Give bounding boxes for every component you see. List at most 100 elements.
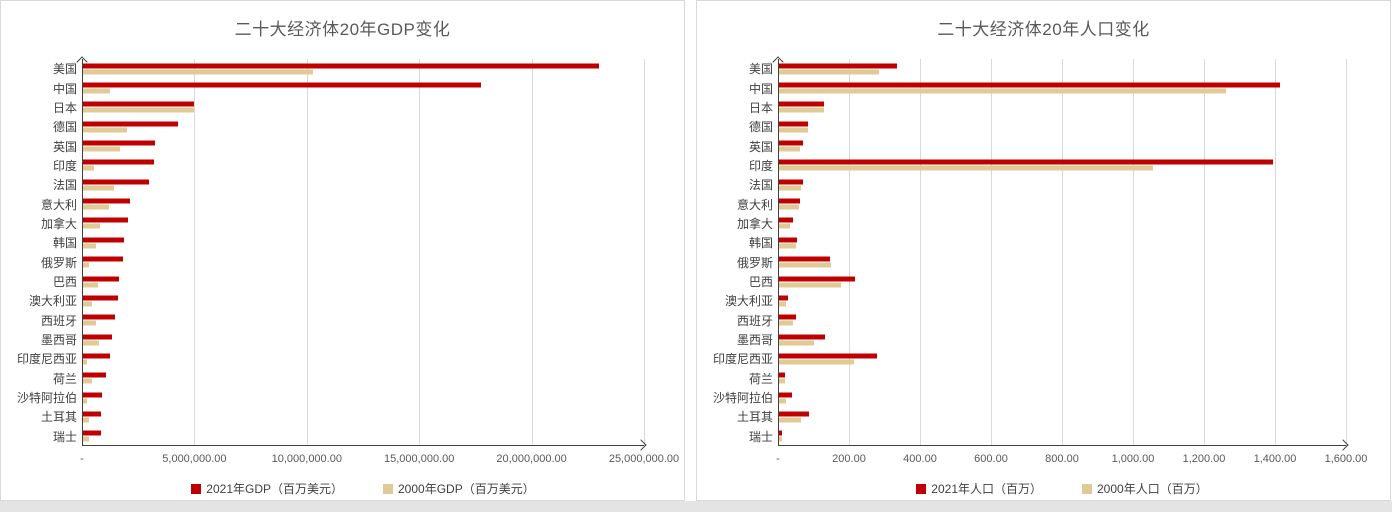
bar-2000 [779,398,787,404]
category-label: 澳大利亚 [724,294,773,309]
bar-row: 加拿大 [41,214,644,233]
bar-group [779,179,1346,191]
bar-2000 [779,301,786,307]
bar-2021 [83,237,124,243]
bar-2000 [83,301,93,307]
bar-group [779,334,1346,346]
bar-row: 俄罗斯 [737,253,1346,272]
category-label: 法国 [52,178,77,193]
category-label: 德国 [52,120,77,135]
bar-2000 [779,204,800,210]
category-label: 中国 [52,81,77,96]
bar-row: 巴西 [53,272,644,291]
bar-2000 [83,185,114,191]
bar-group [779,295,1346,307]
bar-2021 [779,430,783,436]
gridline [920,59,921,446]
bar-2021 [83,372,106,378]
gridline [306,59,308,446]
bar-2000 [779,185,801,191]
legend-swatch [1082,483,1092,494]
category-label: 韩国 [52,236,77,251]
bar-group [83,140,644,152]
bar-row: 德国 [53,117,644,136]
bar-row: 印度 [749,156,1346,175]
category-label: 英国 [748,139,773,154]
bar-group [83,411,644,423]
bar-2000 [779,165,1154,171]
category-label: 墨西哥 [40,333,77,348]
bar-2021 [779,179,803,185]
x-tick-label: 1,000.00 [1111,453,1155,465]
bar-group [779,314,1346,326]
bar-2021 [779,217,793,223]
gridline [194,59,196,446]
bar-row: 德国 [749,117,1346,136]
bar-group [779,121,1346,133]
x-tick-label: 800.00 [1045,453,1079,465]
population-chart-title: 二十大经济体20年人口变化 [937,20,1150,39]
category-label: 墨西哥 [736,333,773,348]
category-label: 中国 [748,81,773,96]
bar-2000 [779,223,790,229]
bar-group [83,392,644,404]
bar-group [83,121,644,133]
bar-2021 [779,372,786,378]
category-label: 沙特阿拉伯 [16,391,77,406]
category-label: 瑞士 [52,429,77,444]
category-label: 加拿大 [736,216,773,231]
bar-group [83,334,644,346]
bar-2021 [779,159,1273,165]
bar-2021 [779,295,789,301]
category-label: 俄罗斯 [736,255,773,270]
bar-2000 [83,69,314,75]
bar-row: 土耳其 [41,407,644,426]
bar-group [779,372,1346,384]
bar-group [83,430,644,442]
bar-group [83,101,644,113]
bar-row: 荷兰 [749,369,1346,388]
bar-2021 [779,82,1280,88]
bar-row: 瑞士 [53,427,644,446]
bar-row: 意大利 [737,194,1346,213]
category-label: 美国 [748,62,773,77]
bar-2000 [779,107,824,113]
population-chart-panel: 二十大经济体20年人口变化 - 200.00 400.00 600.00 800.00 1… [696,0,1391,501]
bar-2000 [83,320,97,326]
category-label: 巴西 [748,275,773,290]
bar-2021 [779,121,809,127]
bar-2021 [779,101,824,107]
category-label: 英国 [52,139,77,154]
bar-row: 韩国 [53,233,644,252]
category-label: 土耳其 [40,410,77,425]
bar-group [83,198,644,210]
bar-group [779,411,1346,423]
bar-2021 [83,159,155,165]
legend-item: 2000年人口（百万） [1082,480,1208,497]
category-label: 韩国 [748,236,773,251]
legend-item: 2000年GDP（百万美元） [383,480,535,497]
population-chart-legend: 2021年人口（百万） 2000年人口（百万） [778,480,1346,497]
bar-row: 意大利 [41,194,644,213]
bar-row: 沙特阿拉伯 [713,388,1346,407]
category-label: 印度尼西亚 [712,352,773,367]
x-axis [778,439,1349,451]
bar-group [779,198,1346,210]
bar-2021 [779,314,796,320]
bar-row: 日本 [749,98,1346,117]
population-plot-area: - 200.00 400.00 600.00 800.00 1,000.00 1,200.0… [713,56,1367,465]
category-label: 印度 [748,158,773,173]
bar-2021 [779,334,826,340]
bar-2021 [779,411,810,417]
bar-row: 韩国 [749,233,1346,252]
bar-group [779,63,1346,75]
bar-group [779,237,1346,249]
bar-2000 [779,417,802,423]
category-label: 澳大利亚 [28,294,77,309]
gdp-chart-legend: 2021年GDP（百万美元） 2000年GDP（百万美元） [82,480,644,497]
bar-2000 [779,436,782,442]
bar-row: 日本 [53,98,644,117]
bar-2000 [779,127,809,133]
bar-2000 [83,107,195,113]
bar-row: 中国 [749,78,1346,97]
